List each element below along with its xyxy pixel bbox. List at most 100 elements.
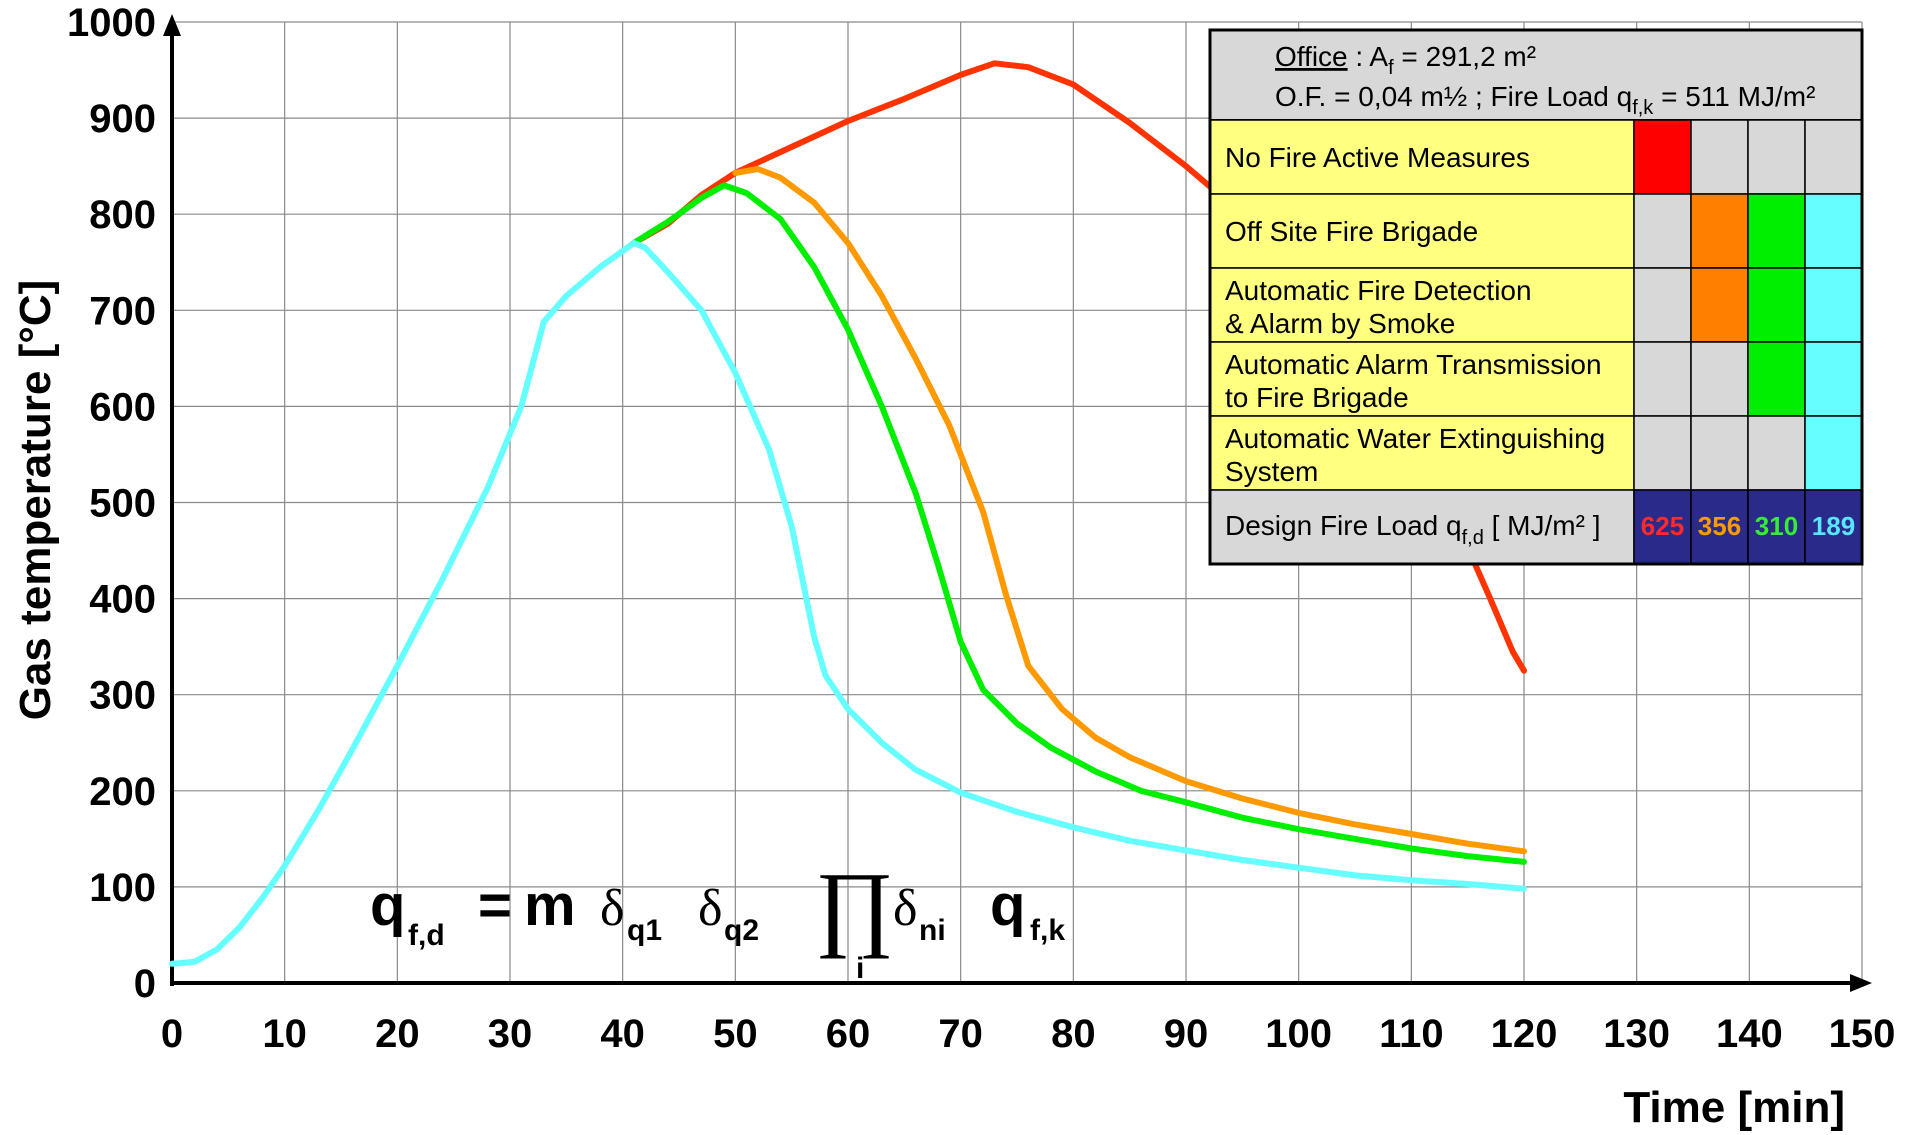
legend-row-label-line1: Automatic Fire Detection <box>1225 275 1532 306</box>
x-tick-label: 150 <box>1829 1012 1896 1056</box>
legend-design-label: Design Fire Load qf,d [ MJ/m² ] <box>1225 510 1600 549</box>
formula-delta-3: δ <box>893 880 918 937</box>
legend-design-suffix: [ MJ/m² ] <box>1484 510 1601 541</box>
legend-design-cell <box>1633 489 1692 565</box>
legend-row-label-bg <box>1209 415 1635 491</box>
y-tick-label: 200 <box>89 770 156 814</box>
legend-row-cell <box>1804 341 1863 417</box>
x-tick-label: 60 <box>826 1012 871 1056</box>
legend-row-cell <box>1690 415 1749 491</box>
legend-design-value: 356 <box>1698 511 1741 541</box>
legend-row-cell <box>1804 415 1863 491</box>
legend-design-cell <box>1804 489 1863 565</box>
legend-rows: No Fire Active Measures Off Site Fire Bri… <box>1209 119 1863 491</box>
legend-fireload-value: = 511 MJ/m² <box>1653 81 1815 112</box>
x-tick-label: 120 <box>1491 1012 1558 1056</box>
legend-design-value: 310 <box>1755 511 1798 541</box>
legend-row-cell <box>1804 267 1863 343</box>
legend-design-value: 189 <box>1812 511 1855 541</box>
legend-border <box>1208 28 1864 566</box>
axes <box>163 14 1872 992</box>
legend-row-cell <box>1633 193 1692 269</box>
x-tick-label: 10 <box>262 1012 307 1056</box>
y-axis-arrow <box>163 14 181 36</box>
y-tick-label: 400 <box>89 578 156 622</box>
formula-delta-1: δ <box>600 880 625 937</box>
legend-row-label-line2: System <box>1225 456 1318 487</box>
legend-row-label-bg <box>1209 341 1635 417</box>
legend-area-sub: f <box>1388 57 1394 79</box>
legend-row-cell <box>1747 267 1806 343</box>
x-tick-label: 0 <box>161 1012 183 1056</box>
formula-q2: q <box>990 873 1025 938</box>
formula-delta-2: δ <box>698 880 723 937</box>
y-axis-title: Gas temperature [°C] <box>11 280 60 721</box>
legend-design-value: 625 <box>1641 511 1684 541</box>
legend-row-cell <box>1804 193 1863 269</box>
legend-fireload-sub: f,k <box>1632 97 1654 119</box>
formula-q: q <box>370 873 405 938</box>
legend-row-cell <box>1747 193 1806 269</box>
y-tick-label: 0 <box>134 962 156 1006</box>
legend-row-label-line1: Automatic Water Extinguishing <box>1225 423 1605 454</box>
y-tick-label: 300 <box>89 674 156 718</box>
formula-product-sub: i <box>856 952 864 985</box>
x-tick-label: 40 <box>600 1012 645 1056</box>
legend-design-row: Design Fire Load qf,d [ MJ/m² ] 625 356 31… <box>1209 489 1863 565</box>
legend-row-label-bg <box>1209 119 1635 195</box>
legend-table: Office : Af = 291,2 m² O.F. = 0,04 m½ ; … <box>1208 28 1864 566</box>
legend-row-cell <box>1633 267 1692 343</box>
x-tick-label: 80 <box>1051 1012 1096 1056</box>
formula-delta-1-sub: q1 <box>627 914 662 947</box>
x-axis-arrow <box>1850 974 1872 992</box>
legend-row-label-line2: to Fire Brigade <box>1225 382 1409 413</box>
legend-row-cell <box>1690 193 1749 269</box>
legend-design-cell <box>1747 489 1806 565</box>
x-tick-label: 30 <box>488 1012 533 1056</box>
formula-delta-2-sub: q2 <box>724 914 759 947</box>
y-tick-label: 500 <box>89 482 156 526</box>
x-tick-label: 100 <box>1265 1012 1332 1056</box>
legend-row-cell <box>1633 119 1692 195</box>
x-tick-label: 70 <box>938 1012 983 1056</box>
series-line <box>732 166 1527 855</box>
x-tick-label: 20 <box>375 1012 420 1056</box>
series-line <box>630 182 1527 865</box>
legend-row-cell <box>1690 119 1749 195</box>
legend-row-label-bg <box>1209 193 1635 269</box>
legend-row-cell <box>1747 415 1806 491</box>
legend-area-prefix: : A <box>1348 41 1389 72</box>
y-tick-label: 800 <box>89 193 156 237</box>
legend-design-prefix: Design Fire Load q <box>1225 510 1462 541</box>
legend-row-cell <box>1690 341 1749 417</box>
legend-row-cell <box>1633 415 1692 491</box>
formula-q2-sub: f,k <box>1030 914 1065 947</box>
formula-delta-3-sub: ni <box>919 914 946 947</box>
legend-row-label: Off Site Fire Brigade <box>1225 216 1478 247</box>
formula-q-sub: f,d <box>408 919 445 952</box>
tick-labels: 0 10 20 30 40 50 60 70 80 90 100 110 120 130 140 150 0 10… <box>67 1 1895 1056</box>
legend-design-sub: f,d <box>1462 527 1484 549</box>
legend-row-cell <box>1633 341 1692 417</box>
x-tick-label: 130 <box>1603 1012 1670 1056</box>
legend-header-bg <box>1209 29 1863 121</box>
x-axis-title: Time [min] <box>1623 1083 1845 1132</box>
legend-row-cell <box>1747 341 1806 417</box>
legend-row-label: No Fire Active Measures <box>1225 142 1530 173</box>
series-line-common-rise <box>169 240 637 967</box>
formula-equals: = <box>478 873 512 938</box>
y-tick-label: 100 <box>89 866 156 910</box>
y-tick-label: 1000 <box>67 1 156 45</box>
legend-area-value: = 291,2 m² <box>1394 41 1536 72</box>
y-tick-label: 600 <box>89 385 156 429</box>
legend-row-cell <box>1690 267 1749 343</box>
x-tick-label: 110 <box>1379 1012 1444 1056</box>
formula: q f,d = m δ q1 δ q2 ∏ i δ ni q f,k <box>370 852 1065 985</box>
formula-product: ∏ <box>815 852 894 959</box>
x-tick-label: 50 <box>713 1012 758 1056</box>
legend-design-cell <box>1690 489 1749 565</box>
legend-header-line2: O.F. = 0,04 m½ ; Fire Load qf,k = 511 MJ… <box>1275 81 1815 119</box>
y-tick-label: 900 <box>89 97 156 141</box>
formula-m: m <box>524 873 576 938</box>
